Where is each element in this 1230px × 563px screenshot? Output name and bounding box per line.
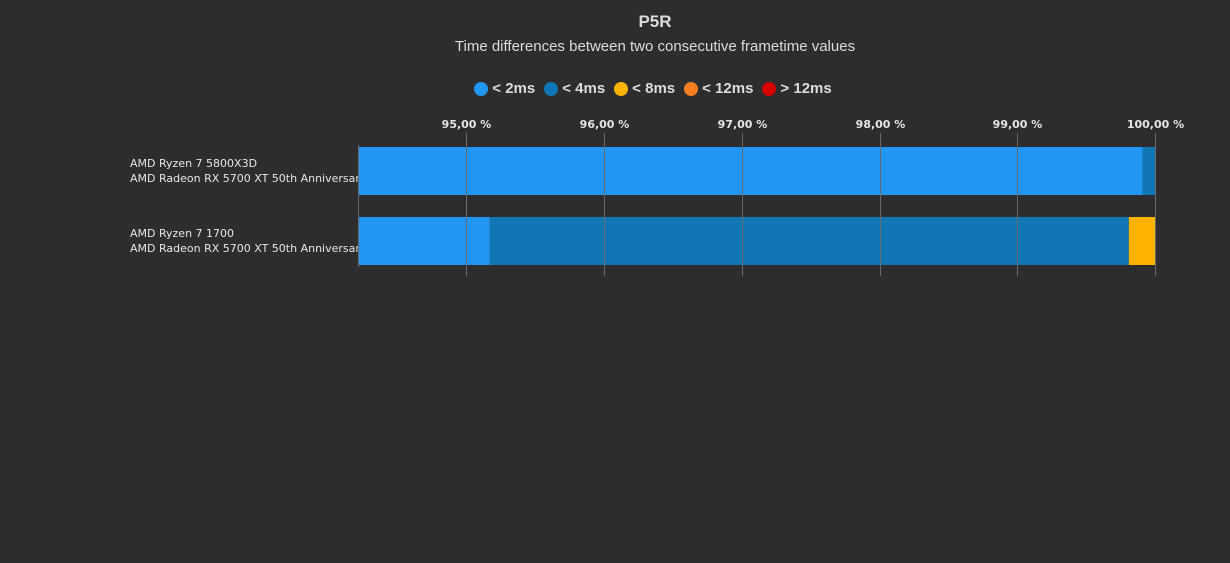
- category-label: AMD Ryzen 7 1700 AMD Radeon RX 5700 XT 50…: [130, 226, 366, 256]
- bar-segment[interactable]: [1142, 147, 1155, 195]
- legend-label: < 2ms: [492, 80, 536, 97]
- chart-title: P5R: [638, 12, 672, 31]
- legend-item[interactable]: < 12ms: [684, 80, 753, 97]
- x-tick-label: 99,00 %: [993, 118, 1043, 131]
- legend-marker: [762, 81, 777, 96]
- x-tick-label: 96,00 %: [580, 118, 630, 131]
- legend-marker: [474, 81, 489, 96]
- legend: < 2ms < 4ms < 8ms < 12ms > 12ms: [0, 80, 1230, 97]
- x-tick-label: 95,00 %: [442, 118, 492, 131]
- chart-subtitle: Time differences between two consecutive…: [454, 38, 856, 55]
- category-label-line: AMD Radeon RX 5700 XT 50th Anniversary: [130, 242, 367, 255]
- category-label-line: AMD Ryzen 7 5800X3D: [130, 157, 258, 170]
- x-tick-label: 97,00 %: [718, 118, 768, 131]
- legend-label: < 8ms: [632, 80, 676, 97]
- bar-segment[interactable]: [359, 217, 490, 265]
- category-label-line: AMD Ryzen 7 1700: [130, 227, 235, 240]
- bar-segment[interactable]: [359, 147, 1143, 195]
- legend-marker: [544, 81, 559, 96]
- category-label-line: AMD Radeon RX 5700 XT 50th Anniversary: [130, 172, 367, 185]
- legend-marker: [614, 81, 629, 96]
- legend-item[interactable]: > 12ms: [762, 80, 832, 97]
- legend-item[interactable]: < 2ms: [474, 80, 535, 97]
- legend-marker: [684, 81, 699, 96]
- legend-item[interactable]: < 8ms: [614, 80, 675, 97]
- bar-segment[interactable]: [489, 217, 1129, 265]
- category-label: AMD Ryzen 7 5800X3D AMD Radeon RX 5700 XT…: [130, 156, 366, 186]
- legend-item[interactable]: < 4ms: [544, 80, 605, 97]
- x-tick-label: 100,00 %: [1127, 118, 1184, 131]
- legend-label: < 4ms: [562, 80, 606, 97]
- bar-segment[interactable]: [1128, 217, 1155, 265]
- legend-label: > 12ms: [780, 80, 832, 97]
- x-tick-label: 98,00 %: [856, 118, 906, 131]
- legend-label: < 12ms: [702, 80, 754, 97]
